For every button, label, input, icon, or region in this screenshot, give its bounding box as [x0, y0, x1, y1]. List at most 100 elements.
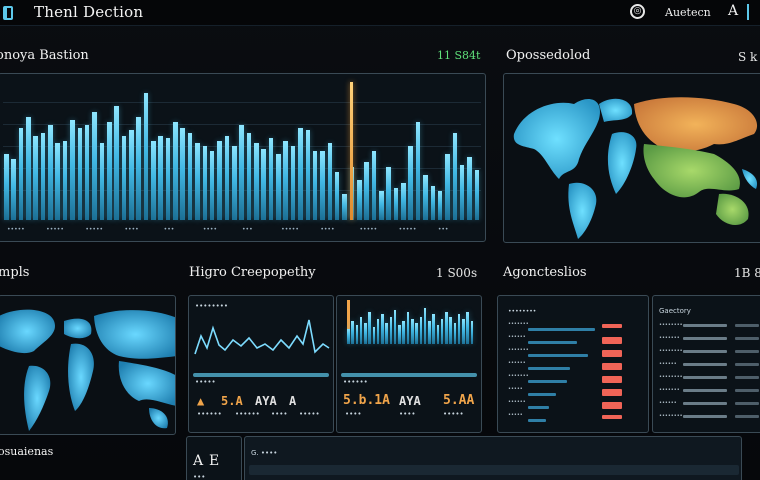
- hg-kpi-3: AYA: [255, 394, 277, 408]
- hg-bar-sub-3: •••••: [443, 410, 464, 418]
- agency-row-label: •••••••: [508, 373, 529, 379]
- geo-top-map-panel[interactable]: [503, 73, 760, 243]
- hg-mini-bar: [364, 322, 367, 344]
- category-row-label: •••••••: [659, 387, 680, 393]
- overview-bar: [129, 130, 134, 220]
- overview-x-tick: •••••: [281, 226, 299, 233]
- category-row-bar-secondary: [735, 389, 759, 392]
- overview-bar: [180, 127, 186, 220]
- agencies-value: 1B 8: [734, 266, 760, 280]
- hg-bar-sub-1: ••••: [345, 410, 362, 418]
- hg-mini-bar: [389, 316, 393, 344]
- category-row-bar: [683, 363, 727, 366]
- agencies-left-header: ••••••••: [508, 308, 537, 315]
- overview-bar: [408, 146, 413, 220]
- agency-row-label: •••••: [508, 412, 523, 418]
- overview-bar: [209, 151, 215, 220]
- user-badge-icon[interactable]: ◎: [630, 4, 645, 19]
- hg-kpi-2: 5.A: [221, 394, 243, 408]
- hg-mini-bar: [440, 318, 444, 344]
- hg-mini-bar: [402, 320, 405, 344]
- overview-bar: [261, 148, 266, 220]
- overview-bar: [364, 161, 369, 220]
- hg-line-panel[interactable]: •••••••• ••••• ▲ 5.A AYA A •••••• ••••••…: [188, 295, 334, 433]
- hg-line-footer: •••••: [195, 378, 216, 386]
- overview-bar: [290, 146, 296, 220]
- category-row-label: ••••••••: [659, 374, 683, 380]
- category-row-bar-secondary: [735, 337, 759, 340]
- overview-bar: [356, 180, 362, 220]
- bottom-cell-panel[interactable]: A E •••: [186, 436, 242, 480]
- hg-kpi-1: ▲: [197, 394, 205, 408]
- hg-bar-footer: ••••••: [343, 378, 368, 386]
- geo-top-title: Opossedolod: [506, 48, 591, 63]
- agency-status-cell: [602, 415, 622, 419]
- agency-status-cell: [602, 350, 622, 357]
- category-row-bar: [683, 350, 727, 353]
- hg-mini-bar: [406, 312, 410, 344]
- bottom-panel-label: G. ••••: [251, 449, 278, 457]
- hg-kpi-sub-3: ••••: [271, 410, 288, 418]
- agency-status-cell: [602, 363, 622, 370]
- geo-top-value: S k: [738, 50, 758, 64]
- maps-left-panel[interactable]: [0, 295, 176, 435]
- category-row-label: ••••••••: [659, 413, 683, 419]
- overview-bar: [386, 167, 391, 220]
- agencies-left-table[interactable]: •••••••• ••••••• •••••• ••••••• •••••• •••••…: [497, 295, 649, 433]
- overview-bar: [55, 143, 61, 220]
- hg-mini-bar: [415, 322, 418, 344]
- overview-bar: [305, 130, 311, 220]
- category-row-bar-secondary: [735, 350, 759, 353]
- bottom-wide-panel[interactable]: G. ••••: [244, 436, 742, 480]
- overview-bar: [445, 154, 450, 220]
- hg-mini-bar: [359, 316, 363, 344]
- category-row-bar: [683, 389, 727, 392]
- overview-bar: [114, 106, 119, 220]
- hg-line-chart: [194, 319, 330, 355]
- category-row-bar: [683, 376, 727, 379]
- hg-kpi-4: A: [289, 394, 297, 408]
- agencies-right-table[interactable]: Gaectory •••••••• ••••••• •••••••• •••••• ••…: [652, 295, 760, 433]
- agency-row-label: ••••••: [508, 360, 526, 366]
- agency-row-label: •••••••: [508, 321, 529, 327]
- overview-x-tick: •••: [242, 226, 253, 233]
- hg-progress-bar: [193, 373, 329, 377]
- overview-bar: [165, 138, 171, 220]
- hg-mini-bar: [466, 312, 469, 344]
- agency-row-bar: [528, 341, 577, 344]
- overview-bar: [136, 117, 141, 220]
- overview-bar: [195, 143, 200, 220]
- overview-bar: [217, 140, 222, 220]
- hg-mini-bar: [368, 312, 371, 344]
- agency-row-bar: [528, 406, 549, 409]
- hg-mini-bar: [355, 325, 359, 344]
- overview-chart-panel: ••••• ••••• ••••• •••• ••• •••• ••• ••••• •••• ••…: [0, 73, 486, 242]
- overview-bar: [143, 93, 149, 220]
- overview-marker[interactable]: [349, 82, 353, 220]
- agencies-title: Agoncteslios: [503, 265, 587, 280]
- bottom-cell-a: A: [193, 453, 204, 469]
- hg-mini-bar: [470, 320, 474, 344]
- overview-bar: [393, 188, 399, 220]
- terminal-icon: [3, 6, 13, 20]
- overview-x-tick: •••••: [85, 226, 104, 233]
- hg-mini-bar: [411, 318, 414, 344]
- overview-bar: [298, 127, 303, 220]
- category-row-label: ••••••••: [659, 322, 683, 328]
- hg-bar-panel[interactable]: •••••• 5.b.1A AYA 5.AA •••• •••• •••••: [336, 295, 482, 433]
- overview-x-tick: •••••: [46, 226, 64, 233]
- overview-bar: [276, 154, 281, 220]
- app-title: Thenl Dection: [34, 3, 144, 21]
- category-row-label: ••••••: [659, 400, 677, 406]
- agency-status-cell: [602, 324, 622, 328]
- overview-x-tick: ••••: [202, 226, 217, 233]
- user-menu[interactable]: Auetecn: [665, 6, 711, 19]
- language-switch[interactable]: A: [728, 3, 739, 19]
- category-row-bar: [683, 337, 727, 340]
- bottom-cell-b: E: [209, 453, 220, 469]
- overview-x-tick: •••••: [359, 226, 378, 233]
- agency-status-cell: [602, 376, 622, 383]
- overview-bar: [70, 119, 75, 220]
- hg-bar-sub-2: ••••: [399, 410, 416, 418]
